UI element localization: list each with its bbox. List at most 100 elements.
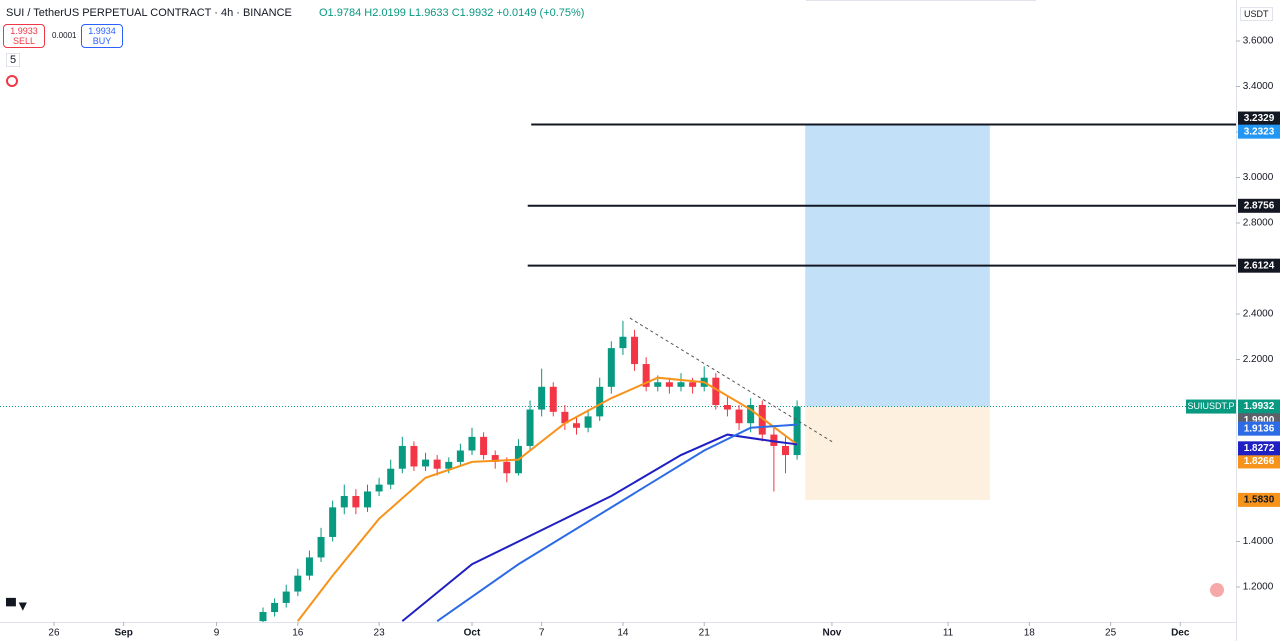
candle-body — [305, 557, 313, 576]
candle-body — [259, 612, 267, 622]
moving-average — [401, 433, 798, 622]
toolbar-edge — [806, 0, 1036, 1]
symbol-title[interactable]: SUI / TetherUS PERPETUAL CONTRACT · 4h ·… — [6, 7, 292, 19]
y-tick-label: 2.4000 — [1243, 309, 1274, 320]
level-label: 2.6124 — [1244, 260, 1275, 271]
stop-zone — [805, 406, 990, 500]
moving-average — [436, 423, 798, 622]
candle-body — [619, 336, 627, 349]
candle-body — [387, 468, 395, 485]
ma-label: 1.9136 — [1244, 423, 1275, 434]
ma-label-bg — [1238, 421, 1280, 436]
candle-body — [584, 416, 592, 428]
candle-body — [747, 405, 755, 424]
spread: 0.0001 — [52, 31, 77, 40]
sell-label: SELL — [12, 36, 36, 46]
x-tick-label: 26 — [48, 628, 60, 639]
moving-average — [297, 376, 798, 622]
level-label-bg — [1238, 258, 1280, 273]
symbol-tag-bg — [1186, 399, 1236, 414]
candle-body — [363, 491, 371, 508]
candle-body — [677, 382, 685, 387]
candle-body — [631, 336, 639, 365]
ma-label: 1.8272 — [1244, 443, 1275, 454]
candle-body — [491, 455, 499, 462]
candle-body — [375, 484, 383, 492]
candle-body — [456, 450, 464, 462]
ohlc: O1.9784 H2.0199 L1.9633 C1.9932 +0.0149 … — [319, 7, 585, 19]
alert-icon[interactable] — [6, 75, 18, 87]
level-label-bg — [1238, 198, 1280, 213]
stop-label: 1.5830 — [1244, 495, 1275, 506]
candle-body — [654, 382, 662, 387]
candle-body — [410, 445, 418, 467]
candle-body — [793, 406, 801, 456]
candle-body — [329, 507, 337, 537]
level-label: 3.2329 — [1244, 113, 1275, 124]
level-label-bg — [1238, 111, 1280, 126]
buy-label: BUY — [92, 36, 112, 46]
x-tick-label: Nov — [822, 628, 841, 639]
candle-body — [665, 382, 673, 387]
indicator-toggle[interactable]: 5 — [6, 53, 21, 67]
x-tick-label: Oct — [464, 628, 481, 639]
candle-body — [271, 602, 279, 613]
last-price-label: 1.9932 — [1244, 401, 1275, 412]
x-tick-label: 16 — [292, 628, 304, 639]
x-tick-label: Sep — [114, 628, 132, 639]
candle-body — [422, 459, 430, 467]
buy-price: 1.9934 — [88, 26, 116, 36]
candle-body — [735, 409, 743, 424]
x-tick-label: 18 — [1024, 628, 1036, 639]
candle-body — [689, 382, 697, 387]
candle-body — [294, 575, 302, 592]
buy-button[interactable]: 1.9934 BUY — [81, 24, 123, 48]
ma-label-bg — [1238, 454, 1280, 469]
candle-body — [352, 496, 360, 508]
x-tick-label: 25 — [1105, 628, 1117, 639]
candle-body — [758, 405, 766, 435]
y-tick-label: 2.8000 — [1243, 218, 1274, 229]
candle-body — [549, 386, 557, 412]
candle-body — [770, 434, 778, 446]
trendline — [629, 317, 835, 444]
notice-dot[interactable] — [1210, 583, 1224, 597]
candle-body — [468, 436, 476, 451]
plot — [0, 124, 1236, 622]
x-tick-label: 14 — [617, 628, 629, 639]
sell-button[interactable]: 1.9933 SELL — [3, 24, 45, 48]
price-label: 1.9900 — [1244, 415, 1275, 426]
last-price-label-bg — [1238, 399, 1280, 414]
candle-body — [538, 386, 546, 410]
candle-body — [572, 423, 580, 428]
candle-body — [503, 461, 511, 474]
currency[interactable]: USDT — [1240, 7, 1273, 21]
x-tick-label: 21 — [699, 628, 711, 639]
y-tick-label: 1.4000 — [1243, 536, 1274, 547]
x-tick-label: 11 — [943, 628, 954, 639]
x-tick-label: 23 — [374, 628, 386, 639]
candle-body — [561, 411, 569, 424]
candle-body — [607, 348, 615, 387]
y-tick-label: 3.0000 — [1243, 172, 1274, 183]
candle-body — [317, 536, 325, 558]
candle-body — [712, 377, 720, 406]
candle-body — [282, 591, 290, 603]
y-tick-label: 2.2000 — [1243, 354, 1274, 365]
candle-body — [433, 459, 441, 469]
candle-body — [723, 405, 731, 410]
candle-body — [781, 445, 789, 456]
y-tick-label: 3.4000 — [1243, 81, 1274, 92]
level-label: 2.8756 — [1244, 200, 1275, 211]
target-label-bg — [1238, 124, 1280, 139]
y-tick-label: 1.2000 — [1243, 582, 1274, 593]
x-tick-label: 7 — [539, 628, 545, 639]
symbol-tag: SUIUSDT.P — [1187, 401, 1234, 411]
candle-body — [340, 496, 348, 508]
target-label: 3.2323 — [1244, 126, 1275, 137]
ma-label-bg — [1238, 441, 1280, 456]
candle-body — [526, 409, 534, 446]
x-tick-label: Dec — [1171, 628, 1190, 639]
